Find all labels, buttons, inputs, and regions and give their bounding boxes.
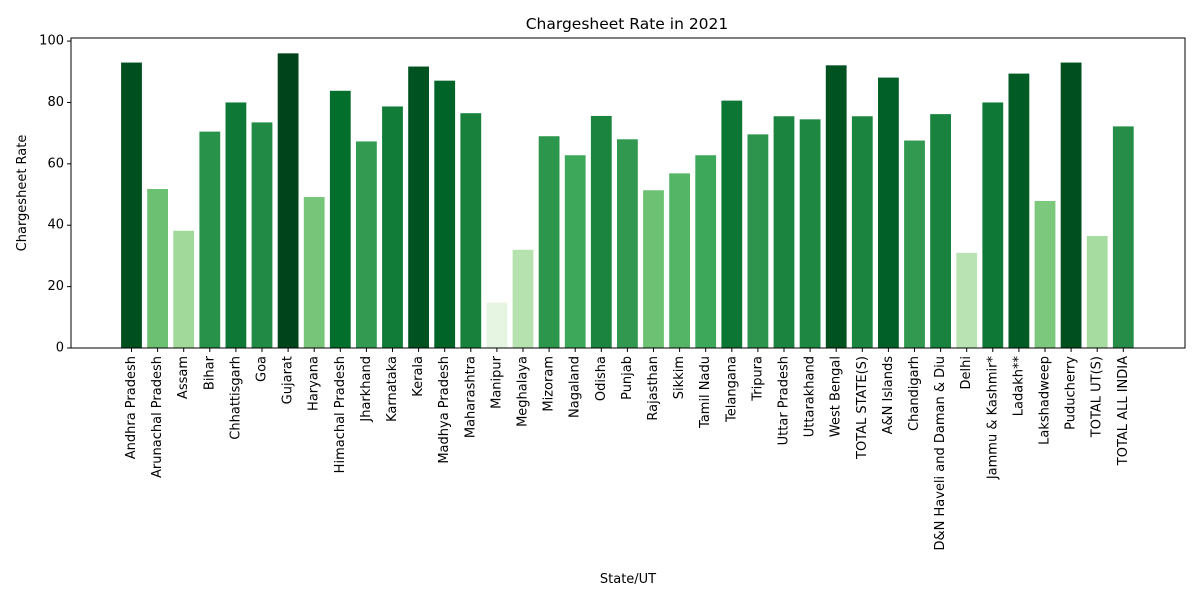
bar-chhattisgarh — [225, 102, 247, 349]
bar-nagaland — [564, 155, 586, 348]
bar-manipur — [486, 302, 508, 348]
bar-gujarat — [277, 53, 299, 348]
bar-goa — [251, 122, 273, 348]
x-tick-label: Rajasthan — [646, 356, 661, 421]
bar-meghalaya — [512, 249, 534, 348]
x-tick-label: Madhya Pradesh — [437, 356, 452, 464]
x-tick-label: Assam — [176, 356, 191, 399]
x-tick-label: Uttarakhand — [803, 356, 818, 437]
x-tick-label: Jharkhand — [359, 356, 374, 423]
chart-title: Chargesheet Rate in 2021 — [526, 15, 729, 33]
bar-puducherry — [1060, 62, 1082, 349]
x-tick-label: Andhra Pradesh — [124, 356, 139, 459]
x-tick-label: D&N Haveli and Daman & Diu — [933, 356, 948, 551]
x-tick-label: Ladakh** — [1011, 356, 1026, 417]
bar-assam — [173, 230, 195, 348]
x-tick-label: Maharashtra — [463, 356, 478, 438]
bar-mizoram — [538, 136, 560, 348]
bar-total-ut-s — [1086, 235, 1108, 348]
x-tick-label: Meghalaya — [516, 356, 531, 427]
bar-haryana — [303, 196, 325, 348]
bar-punjab — [617, 139, 638, 348]
bar-chandigarh — [904, 140, 925, 348]
x-tick-label: Gujarat — [281, 356, 296, 404]
bar-maharashtra — [460, 113, 482, 348]
bar-sikkim — [669, 173, 690, 348]
bars-layer — [121, 53, 1134, 349]
bar-delhi — [956, 252, 978, 348]
x-tick-label: Karnataka — [385, 356, 400, 422]
x-tick-label: Odisha — [594, 356, 609, 401]
y-tick-label: 60 — [47, 156, 64, 171]
bar-jammu-kashmir — [982, 102, 1004, 349]
bar-uttar-pradesh — [773, 116, 795, 349]
y-tick-label: 100 — [39, 34, 64, 49]
x-tick-label: Chandigarh — [907, 356, 922, 431]
bar-d-n-haveli-and-daman-diu — [930, 114, 951, 349]
x-tick-label: TOTAL STATE(S) — [855, 356, 870, 460]
x-axis: Andhra Pradesh Arunachal Pradesh Assam Biha… — [124, 348, 1131, 551]
y-tick-label: 20 — [47, 279, 64, 294]
x-tick-label: TOTAL ALL INDIA — [1116, 356, 1131, 466]
x-tick-label: Himachal Pradesh — [333, 356, 348, 473]
y-tick-label: 0 — [56, 341, 64, 356]
x-tick-label: Haryana — [307, 356, 322, 411]
bar-jharkhand — [356, 141, 377, 348]
bar-kerala — [408, 66, 429, 348]
bar-rajasthan — [643, 190, 664, 348]
plot-frame — [70, 37, 1186, 349]
bar-west-bengal — [825, 65, 847, 348]
x-tick-label: Punjab — [620, 356, 635, 400]
x-tick-label: TOTAL UT(S) — [1090, 356, 1105, 438]
bar-arunachal-pradesh — [147, 189, 168, 348]
bar-odisha — [590, 115, 612, 349]
x-tick-label: Manipur — [489, 355, 504, 409]
bar-himachal-pradesh — [329, 90, 351, 348]
x-tick-label: Puducherry — [1064, 356, 1079, 430]
x-tick-label: Jammu & Kashmir* — [985, 356, 1000, 481]
x-tick-label: Bihar — [202, 355, 217, 390]
bar-karnataka — [382, 106, 403, 348]
x-tick-label: Uttar Pradesh — [777, 356, 792, 445]
x-tick-label: Tamil Nadu — [698, 356, 713, 429]
x-tick-label: Lakshadweep — [1038, 356, 1053, 445]
y-tick-label: 40 — [47, 218, 64, 233]
x-axis-label: State/UT — [600, 572, 656, 587]
x-tick-label: Goa — [255, 356, 270, 382]
x-tick-label: Arunachal Pradesh — [150, 356, 165, 478]
y-axis-label: Chargesheet Rate — [15, 135, 30, 252]
bar-madhya-pradesh — [434, 80, 456, 348]
x-tick-label: Tripura — [750, 356, 765, 402]
y-axis: 0 20 40 60 80 100 — [39, 34, 71, 356]
x-tick-label: Kerala — [411, 356, 426, 397]
bar-total-all-india — [1112, 126, 1134, 349]
x-tick-label: Telangana — [724, 356, 739, 423]
bar-ladakh — [1008, 73, 1030, 348]
y-tick-label: 80 — [47, 95, 64, 110]
bar-andhra-pradesh — [121, 62, 142, 349]
bar-a-n-islands — [878, 77, 899, 348]
bar-telangana — [721, 100, 743, 348]
x-tick-label: Mizoram — [542, 356, 557, 412]
x-tick-label: A&N Islands — [881, 356, 896, 435]
x-tick-label: Chhattisgarh — [228, 356, 243, 440]
bar-bihar — [199, 131, 221, 348]
x-tick-label: West Bengal — [829, 356, 844, 437]
x-tick-label: Delhi — [959, 356, 974, 389]
bar-tamil-nadu — [695, 155, 717, 348]
bar-lakshadweep — [1034, 200, 1056, 348]
bar-total-state-s — [851, 116, 873, 349]
bar-uttarakhand — [799, 119, 821, 348]
x-tick-label: Sikkim — [672, 356, 687, 399]
x-tick-label: Nagaland — [568, 356, 583, 418]
bar-tripura — [747, 134, 769, 348]
